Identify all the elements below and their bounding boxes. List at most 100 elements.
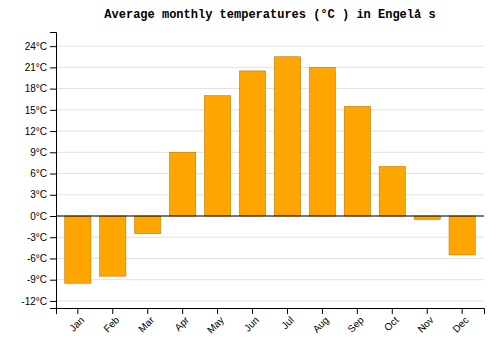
tick-mark <box>217 308 218 314</box>
bar <box>170 152 196 216</box>
grid-line <box>56 173 484 174</box>
tick: Apr <box>172 308 191 333</box>
tick-mark <box>50 301 56 302</box>
bar <box>135 216 161 234</box>
tick-label: Apr <box>172 314 191 333</box>
tick-mark <box>50 110 56 111</box>
tick-mark <box>50 258 56 259</box>
tick: 12°C <box>25 126 56 137</box>
tick-mark <box>50 216 56 217</box>
tick-label: 18°C <box>25 83 47 94</box>
tick-label: Feb <box>101 314 121 334</box>
y-axis: -12°C -9°C -6°C -3°C 0°C 3°C 6°C 9°C 12°C 15°C 18°… <box>21 33 56 309</box>
grid-line <box>56 216 484 217</box>
tick-mark <box>287 308 288 314</box>
tick: Feb <box>101 308 121 334</box>
tick: Jan <box>67 308 86 334</box>
tick-label: 21°C <box>25 62 47 73</box>
x-axis: Jan Feb Mar Apr May Jun Jul Aug Sep Oct Nov Dec <box>57 308 485 336</box>
tick-label: Nov <box>415 314 435 334</box>
axis-line <box>57 309 485 315</box>
tick: 21°C <box>25 62 56 73</box>
tick-mark <box>147 308 148 314</box>
grid-line <box>56 152 484 153</box>
grid-line <box>56 131 484 132</box>
tick-label: -9°C <box>27 274 47 285</box>
grid-line <box>56 300 484 301</box>
tick: Dec <box>450 308 470 335</box>
tick-label: 6°C <box>30 168 47 179</box>
tick-label: May <box>205 314 226 335</box>
grid-line <box>56 88 484 89</box>
tick: 3°C <box>30 189 56 200</box>
tick-mark <box>50 46 56 47</box>
tick: Jun <box>242 308 261 334</box>
tick-label: 12°C <box>25 126 47 137</box>
bar <box>379 166 405 216</box>
tick-label: Jul <box>279 314 296 331</box>
tick-label: Mar <box>136 314 156 334</box>
tick-label: 24°C <box>25 41 47 52</box>
tick: -9°C <box>27 274 56 285</box>
grid-line <box>56 194 484 195</box>
tick: 15°C <box>25 105 56 116</box>
tick: May <box>205 308 226 336</box>
plot: -12°C -9°C -6°C -3°C 0°C 3°C 6°C 9°C 12°C 15°C 18°… <box>21 33 484 336</box>
bar <box>274 57 300 216</box>
bar <box>100 216 126 276</box>
tick-label: Jun <box>242 314 261 333</box>
tick: Aug <box>311 308 331 335</box>
tick-mark <box>427 308 428 314</box>
tick-mark <box>50 195 56 196</box>
tick-mark <box>50 174 56 175</box>
tick-label: -12°C <box>21 296 47 307</box>
tick: Sep <box>345 308 366 335</box>
tick: -3°C <box>27 232 56 243</box>
bar <box>65 216 91 283</box>
tick-mark <box>50 152 56 153</box>
tick: -12°C <box>21 296 56 307</box>
tick: -6°C <box>27 253 56 264</box>
bar <box>309 67 335 216</box>
grid-line <box>56 46 484 47</box>
tick-label: Jan <box>67 314 86 333</box>
tick-mark <box>357 308 358 314</box>
tick-mark <box>462 308 463 314</box>
tick-mark <box>252 308 253 314</box>
tick-mark <box>50 131 56 132</box>
tick-label: 9°C <box>30 147 47 158</box>
title: Average monthly temperatures (°C ) in En… <box>104 8 435 22</box>
tick-mark <box>112 308 113 314</box>
grid-line <box>56 279 484 280</box>
tick-label: -6°C <box>27 253 47 264</box>
grid-line <box>56 67 484 68</box>
tick: 24°C <box>25 41 56 52</box>
tick-mark <box>50 89 56 90</box>
tick-mark <box>77 308 78 314</box>
axis-line <box>50 33 57 309</box>
tick: 9°C <box>30 147 56 158</box>
bar <box>344 106 370 216</box>
tick-label: Oct <box>382 314 401 333</box>
tick-mark <box>50 67 56 68</box>
tick: 0°C <box>30 211 56 222</box>
tick-mark <box>50 237 56 238</box>
tick: 6°C <box>30 168 56 179</box>
tick-label: 15°C <box>25 105 47 116</box>
tick-label: Dec <box>450 314 470 334</box>
tick: Mar <box>136 308 156 334</box>
zero-line <box>56 215 484 216</box>
chart: -12°C -9°C -6°C -3°C 0°C 3°C 6°C 9°C 12°C 15°C 18°… <box>0 0 500 350</box>
tick: 18°C <box>25 83 56 94</box>
tick-label: 0°C <box>30 211 47 222</box>
bar <box>204 96 230 216</box>
tick-label: 3°C <box>30 189 47 200</box>
tick-mark <box>50 280 56 281</box>
tick: Nov <box>415 308 435 335</box>
grid-line <box>56 109 484 110</box>
bar <box>449 216 475 255</box>
tick-mark <box>322 308 323 314</box>
bars <box>65 57 476 283</box>
tick-label: -3°C <box>27 232 47 243</box>
tick: Oct <box>382 308 401 333</box>
